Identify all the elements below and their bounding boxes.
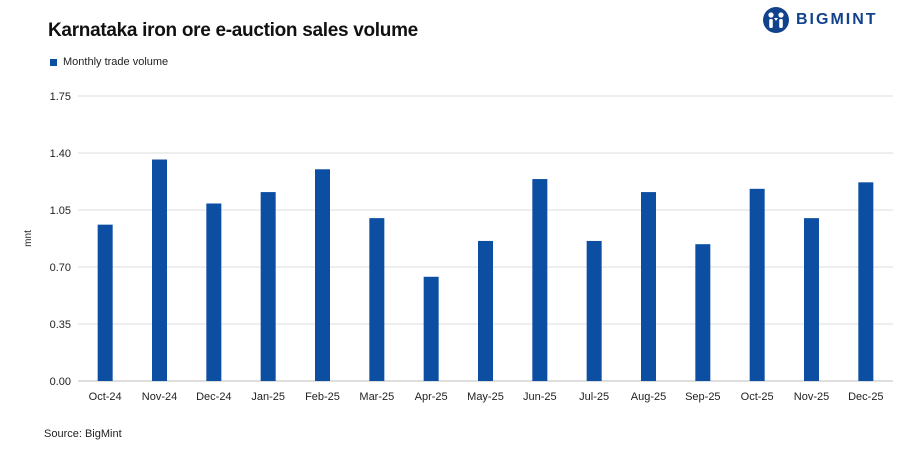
bar-mar-25 (369, 218, 385, 381)
bar-sep-25 (695, 244, 711, 381)
x-tick-label: Apr-25 (415, 391, 448, 403)
bar-feb-25 (315, 169, 330, 381)
bar-nov-25 (804, 218, 819, 381)
chart-title: Karnataka iron ore e-auction sales volum… (48, 20, 418, 41)
legend-label: Monthly trade volume (63, 56, 169, 68)
y-tick-label: 0.00 (50, 376, 71, 388)
bar-jul-25 (586, 240, 602, 381)
bar-dec-24 (206, 203, 222, 381)
y-tick-label: 1.40 (50, 148, 71, 160)
x-tick-label: Oct-25 (741, 391, 774, 403)
y-tick-label: 1.05 (50, 205, 71, 217)
x-tick-label: Aug-25 (631, 391, 666, 403)
x-tick-label: Sep-25 (685, 391, 720, 403)
x-tick-label: Jan-25 (251, 391, 285, 403)
y-tick-label: 1.75 (50, 91, 71, 103)
x-tick-label: Nov-24 (142, 391, 177, 403)
x-tick-label: Jun-25 (523, 391, 557, 403)
brand-logo: BIGMINT (762, 6, 878, 34)
bar-aug-25 (641, 192, 656, 381)
x-tick-label: May-25 (467, 391, 504, 403)
y-tick-label: 0.35 (50, 319, 71, 331)
legend: Monthly trade volume (50, 56, 168, 68)
y-axis-label: mnt (23, 230, 34, 247)
brand-name: BIGMINT (796, 11, 878, 28)
x-tick-label: Mar-25 (359, 391, 394, 403)
bar-apr-25 (423, 276, 439, 381)
x-axis-ticks: Oct-24 Nov-24 Dec-24 Jan-25 Feb-25 Mar-25 Apr-… (89, 391, 884, 403)
bar-dec-25 (858, 182, 874, 381)
x-tick-label: Feb-25 (305, 391, 340, 403)
source-note: Source: BigMint (44, 428, 122, 440)
legend-swatch (50, 58, 57, 66)
bar-oct-25 (749, 188, 765, 381)
bigmint-logo-icon (763, 7, 789, 33)
bar-jun-25 (532, 179, 548, 381)
bar-jan-25 (260, 192, 276, 381)
bar-oct-24 (97, 224, 113, 381)
bar-nov-24 (152, 159, 167, 381)
x-tick-label: Oct-24 (89, 391, 122, 403)
y-tick-label: 0.70 (50, 262, 71, 274)
bar-may-25 (478, 240, 493, 381)
x-tick-label: Dec-24 (196, 391, 231, 403)
x-tick-label: Jul-25 (579, 391, 609, 403)
y-axis-ticks: 0.00 0.35 0.70 1.05 1.40 1.75 (50, 91, 71, 388)
x-tick-label: Nov-25 (794, 391, 829, 403)
bars (97, 159, 874, 381)
x-tick-label: Dec-25 (848, 391, 883, 403)
